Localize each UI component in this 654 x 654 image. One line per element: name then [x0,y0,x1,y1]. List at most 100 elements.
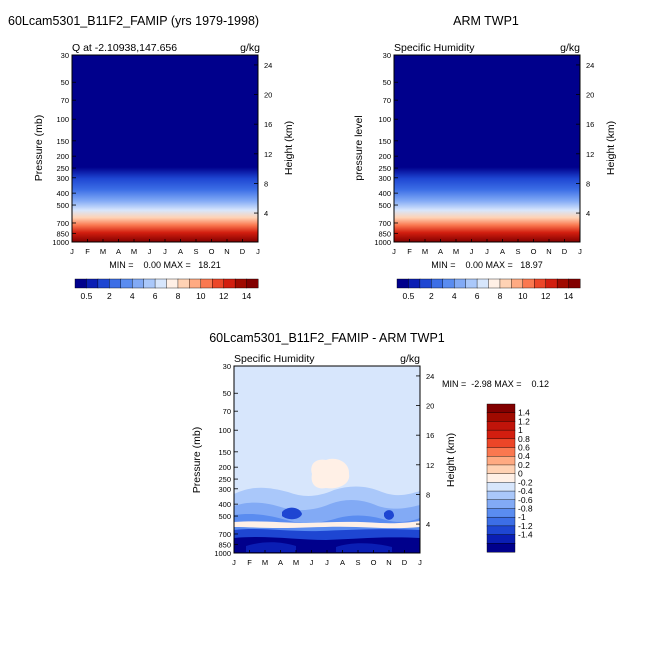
height-tick-label: 8 [586,179,590,188]
colorbar-swatch [486,525,516,536]
colorbar-swatch [97,278,110,289]
y-tick-label: 30 [223,362,231,371]
colorbar-swatch [177,278,190,289]
colorbar-swatch [212,278,225,289]
colorbar-swatch [486,543,516,553]
y-tick-label: 850 [218,540,231,549]
colorbar-label: 0.5 [81,291,93,301]
x-tick-label: J [470,247,474,256]
y-tick-label: 150 [378,137,391,146]
colorbar-swatch [143,278,156,289]
x-tick-label: A [500,247,505,256]
height-tick-label: 20 [586,91,594,100]
y-tick-label: 150 [218,448,231,457]
colorbar-swatch [522,278,535,289]
colorbar-swatch [120,278,133,289]
x-tick-label: O [531,247,537,256]
colorbar-label: -1 [518,512,526,522]
colorbar-swatch [568,278,581,289]
x-tick-label: D [562,247,568,256]
colorbar-label: -0.6 [518,495,533,505]
colorbar-swatch [545,278,558,289]
x-tick-label: F [407,247,412,256]
x-tick-label: J [163,247,167,256]
y-tick-label: 50 [383,78,391,87]
y-tick-label: 30 [383,51,391,60]
y-tick-label: 300 [218,485,231,494]
colorbar-label: 2 [429,291,434,301]
panel-diff-ylabel-right: Height (km) [445,433,457,487]
height-tick-label: 12 [426,461,434,470]
y-tick-label: 200 [56,152,69,161]
y-tick-label: 150 [56,137,69,146]
height-tick-label: 20 [426,402,434,411]
y-tick-label: 850 [56,229,69,238]
colorbar-label: 0.6 [518,443,530,453]
y-tick-label: 100 [56,115,69,124]
y-tick-label: 100 [378,115,391,124]
y-tick-label: 50 [61,78,69,87]
height-tick-label: 24 [426,372,434,381]
height-tick-label: 4 [264,209,268,218]
x-tick-label: J [578,247,582,256]
colorbar-swatch [131,278,145,289]
y-tick-label: 400 [56,189,69,198]
x-tick-label: F [247,558,252,567]
colorbar-swatch [486,438,516,449]
y-tick-label: 250 [56,164,69,173]
colorbar-swatch [486,490,516,501]
colorbar-label: 2 [107,291,112,301]
colorbar-swatch [431,278,444,289]
colorbar-swatch [486,421,516,431]
x-tick-label: J [256,247,260,256]
colorbar-swatch [486,508,516,518]
y-tick-label: 200 [218,463,231,472]
panel-obs-minmax: MIN = 0.00 MAX = 18.97 [431,260,543,270]
x-tick-label: M [293,558,299,567]
colorbar-label: 4 [452,291,457,301]
height-tick-label: 4 [586,209,590,218]
panel-model-units: g/kg [240,42,260,54]
panel-diff: 60Lcam5301_B11F2_FAMIP - ARM TWP1 Specif… [191,331,549,567]
colorbar-label: 0.8 [518,434,530,444]
colorbar-swatch [166,278,179,289]
colorbar-label: 4 [130,291,135,301]
y-tick-label: 200 [378,152,391,161]
y-tick-label: 300 [56,174,69,183]
y-tick-label: 500 [378,201,391,210]
colorbar-label: -0.2 [518,477,533,487]
colorbar-swatch [109,278,122,289]
colorbar-label: 6 [153,291,158,301]
y-tick-label: 30 [61,51,69,60]
panel-model-ylabel-right: Height (km) [283,121,295,175]
colorbar-swatch [488,278,501,289]
height-tick-label: 4 [426,520,430,529]
y-tick-label: 70 [383,96,391,105]
colorbar-swatch [486,534,516,544]
x-tick-label: J [70,247,74,256]
x-tick-label: J [148,247,152,256]
panel-obs-field [394,55,580,242]
colorbar-swatch [486,429,516,440]
y-tick-label: 1000 [52,238,69,247]
x-tick-label: S [193,247,198,256]
colorbar-swatch [486,499,516,509]
colorbar-label: 0 [518,469,523,479]
x-tick-label: M [422,247,428,256]
panel-diff-minmax: MIN = -2.98 MAX = 0.12 [442,379,549,389]
x-tick-label: J [418,558,422,567]
x-tick-label: O [209,247,215,256]
x-tick-label: N [546,247,551,256]
colorbar-label: 0.5 [403,291,415,301]
colorbar-swatch [486,516,516,527]
x-tick-label: J [232,558,236,567]
colorbar-swatch [86,278,99,289]
panel-model: 60Lcam5301_B11F2_FAMIP (yrs 1979-1998) Q… [8,14,295,301]
x-tick-label: J [392,247,396,256]
colorbar-swatch [534,278,547,289]
height-tick-label: 16 [586,120,594,129]
colorbar-label: 12 [219,291,229,301]
height-tick-label: 24 [264,61,272,70]
colorbar-label: 8 [498,291,503,301]
